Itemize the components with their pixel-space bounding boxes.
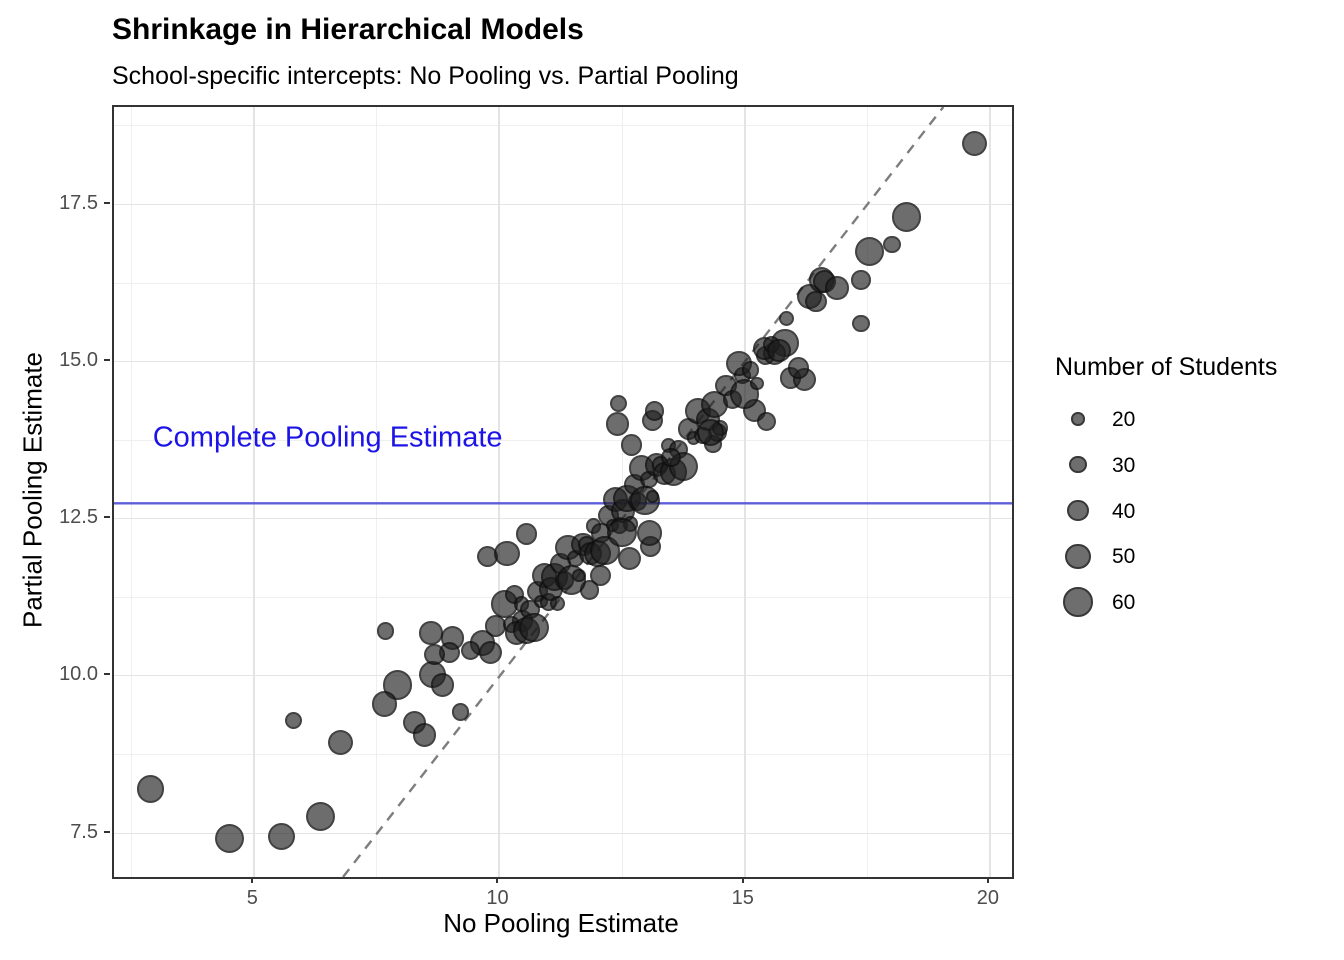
y-minor-gridline xyxy=(114,439,1012,441)
x-major-gridline xyxy=(988,107,991,877)
x-major-gridline xyxy=(743,107,746,877)
data-point xyxy=(605,412,630,436)
y-tick-label: 7.5 xyxy=(70,820,98,843)
data-point xyxy=(805,290,827,313)
data-point xyxy=(327,729,354,756)
x-major-gridline xyxy=(253,107,256,877)
y-tick-mark xyxy=(104,201,110,204)
y-tick-label: 17.5 xyxy=(59,191,98,214)
x-tick-mark xyxy=(741,877,744,883)
chart-title: Shrinkage in Hierarchical Models xyxy=(112,13,584,46)
annotation-complete-pooling: Complete Pooling Estimate xyxy=(152,421,503,454)
y-tick-mark xyxy=(104,358,110,361)
legend-label-30: 30 xyxy=(1112,453,1136,477)
data-point xyxy=(787,357,810,379)
x-tick-label: 5 xyxy=(246,887,258,909)
y-axis-title: Partial Pooling Estimate xyxy=(17,351,48,629)
data-point xyxy=(376,622,394,640)
data-point xyxy=(423,643,445,665)
y-major-gridline xyxy=(114,675,1012,677)
y-major-gridline xyxy=(114,518,1012,520)
data-point xyxy=(696,418,725,446)
x-tick-label: 10 xyxy=(486,887,509,909)
y-minor-gridline xyxy=(114,125,1012,127)
x-axis-title: No Pooling Estimate xyxy=(443,908,679,938)
data-point xyxy=(883,236,901,254)
data-point xyxy=(750,377,764,391)
data-point xyxy=(852,314,870,333)
legend-label-20: 20 xyxy=(1112,408,1136,431)
data-point xyxy=(607,517,637,547)
data-point xyxy=(661,447,681,468)
y-major-gridline xyxy=(114,360,1012,362)
data-point xyxy=(609,394,628,412)
legend-key-60 xyxy=(1063,587,1093,617)
legend-key-20 xyxy=(1071,412,1085,426)
data-point xyxy=(478,640,503,665)
data-point xyxy=(419,621,443,645)
data-point xyxy=(757,411,777,432)
data-point xyxy=(778,310,795,327)
data-point xyxy=(644,401,665,421)
legend-key-40 xyxy=(1067,499,1089,522)
data-point xyxy=(891,202,922,232)
y-major-gridline xyxy=(114,203,1012,205)
chart-subtitle: School-specific intercepts: No Pooling v… xyxy=(112,62,739,90)
legend-title: Number of Students xyxy=(1055,353,1278,381)
data-point xyxy=(825,276,849,300)
legend-key-30 xyxy=(1069,456,1087,474)
x-minor-gridline xyxy=(131,107,133,877)
x-tick-label: 20 xyxy=(976,887,1000,909)
x-major-gridline xyxy=(498,107,501,877)
data-point xyxy=(851,270,871,290)
data-point xyxy=(519,612,549,642)
reference-lines xyxy=(114,107,1012,877)
data-point xyxy=(617,546,642,571)
x-tick-mark xyxy=(251,877,254,883)
data-point xyxy=(645,489,660,504)
data-point xyxy=(214,823,244,854)
data-point xyxy=(430,673,455,697)
data-point xyxy=(741,361,760,379)
data-point xyxy=(961,130,987,157)
plot-panel: Complete Pooling Estimate xyxy=(112,105,1014,879)
data-point xyxy=(620,434,643,456)
x-minor-gridline xyxy=(376,107,378,877)
data-point xyxy=(136,775,164,803)
legend-label-50: 50 xyxy=(1112,545,1136,569)
legend-label-40: 40 xyxy=(1112,499,1136,523)
data-point xyxy=(305,801,336,832)
data-point xyxy=(451,703,469,721)
data-point xyxy=(572,568,586,583)
x-tick-mark xyxy=(496,877,499,883)
data-point xyxy=(855,236,885,267)
y-tick-mark xyxy=(104,516,110,519)
y-tick-label: 12.5 xyxy=(59,506,98,529)
y-tick-label: 10.0 xyxy=(59,663,98,686)
data-point xyxy=(412,723,437,747)
y-major-gridline xyxy=(114,832,1012,834)
data-point xyxy=(371,691,397,717)
data-point xyxy=(515,523,538,545)
x-tick-mark xyxy=(986,877,989,883)
legend-key-50 xyxy=(1065,543,1091,569)
data-point xyxy=(494,540,520,567)
x-minor-gridline xyxy=(866,107,868,877)
data-point xyxy=(267,823,295,851)
y-tick-mark xyxy=(104,673,110,676)
y-minor-gridline xyxy=(114,282,1012,284)
data-point xyxy=(549,595,566,612)
data-point xyxy=(767,338,791,363)
data-point xyxy=(636,520,663,546)
x-tick-label: 15 xyxy=(731,887,754,909)
legend-label-60: 60 xyxy=(1112,591,1136,614)
y-tick-label: 15.0 xyxy=(59,348,98,371)
data-point xyxy=(284,711,303,730)
data-point xyxy=(460,640,481,661)
y-tick-mark xyxy=(104,830,110,833)
y-minor-gridline xyxy=(114,754,1012,756)
